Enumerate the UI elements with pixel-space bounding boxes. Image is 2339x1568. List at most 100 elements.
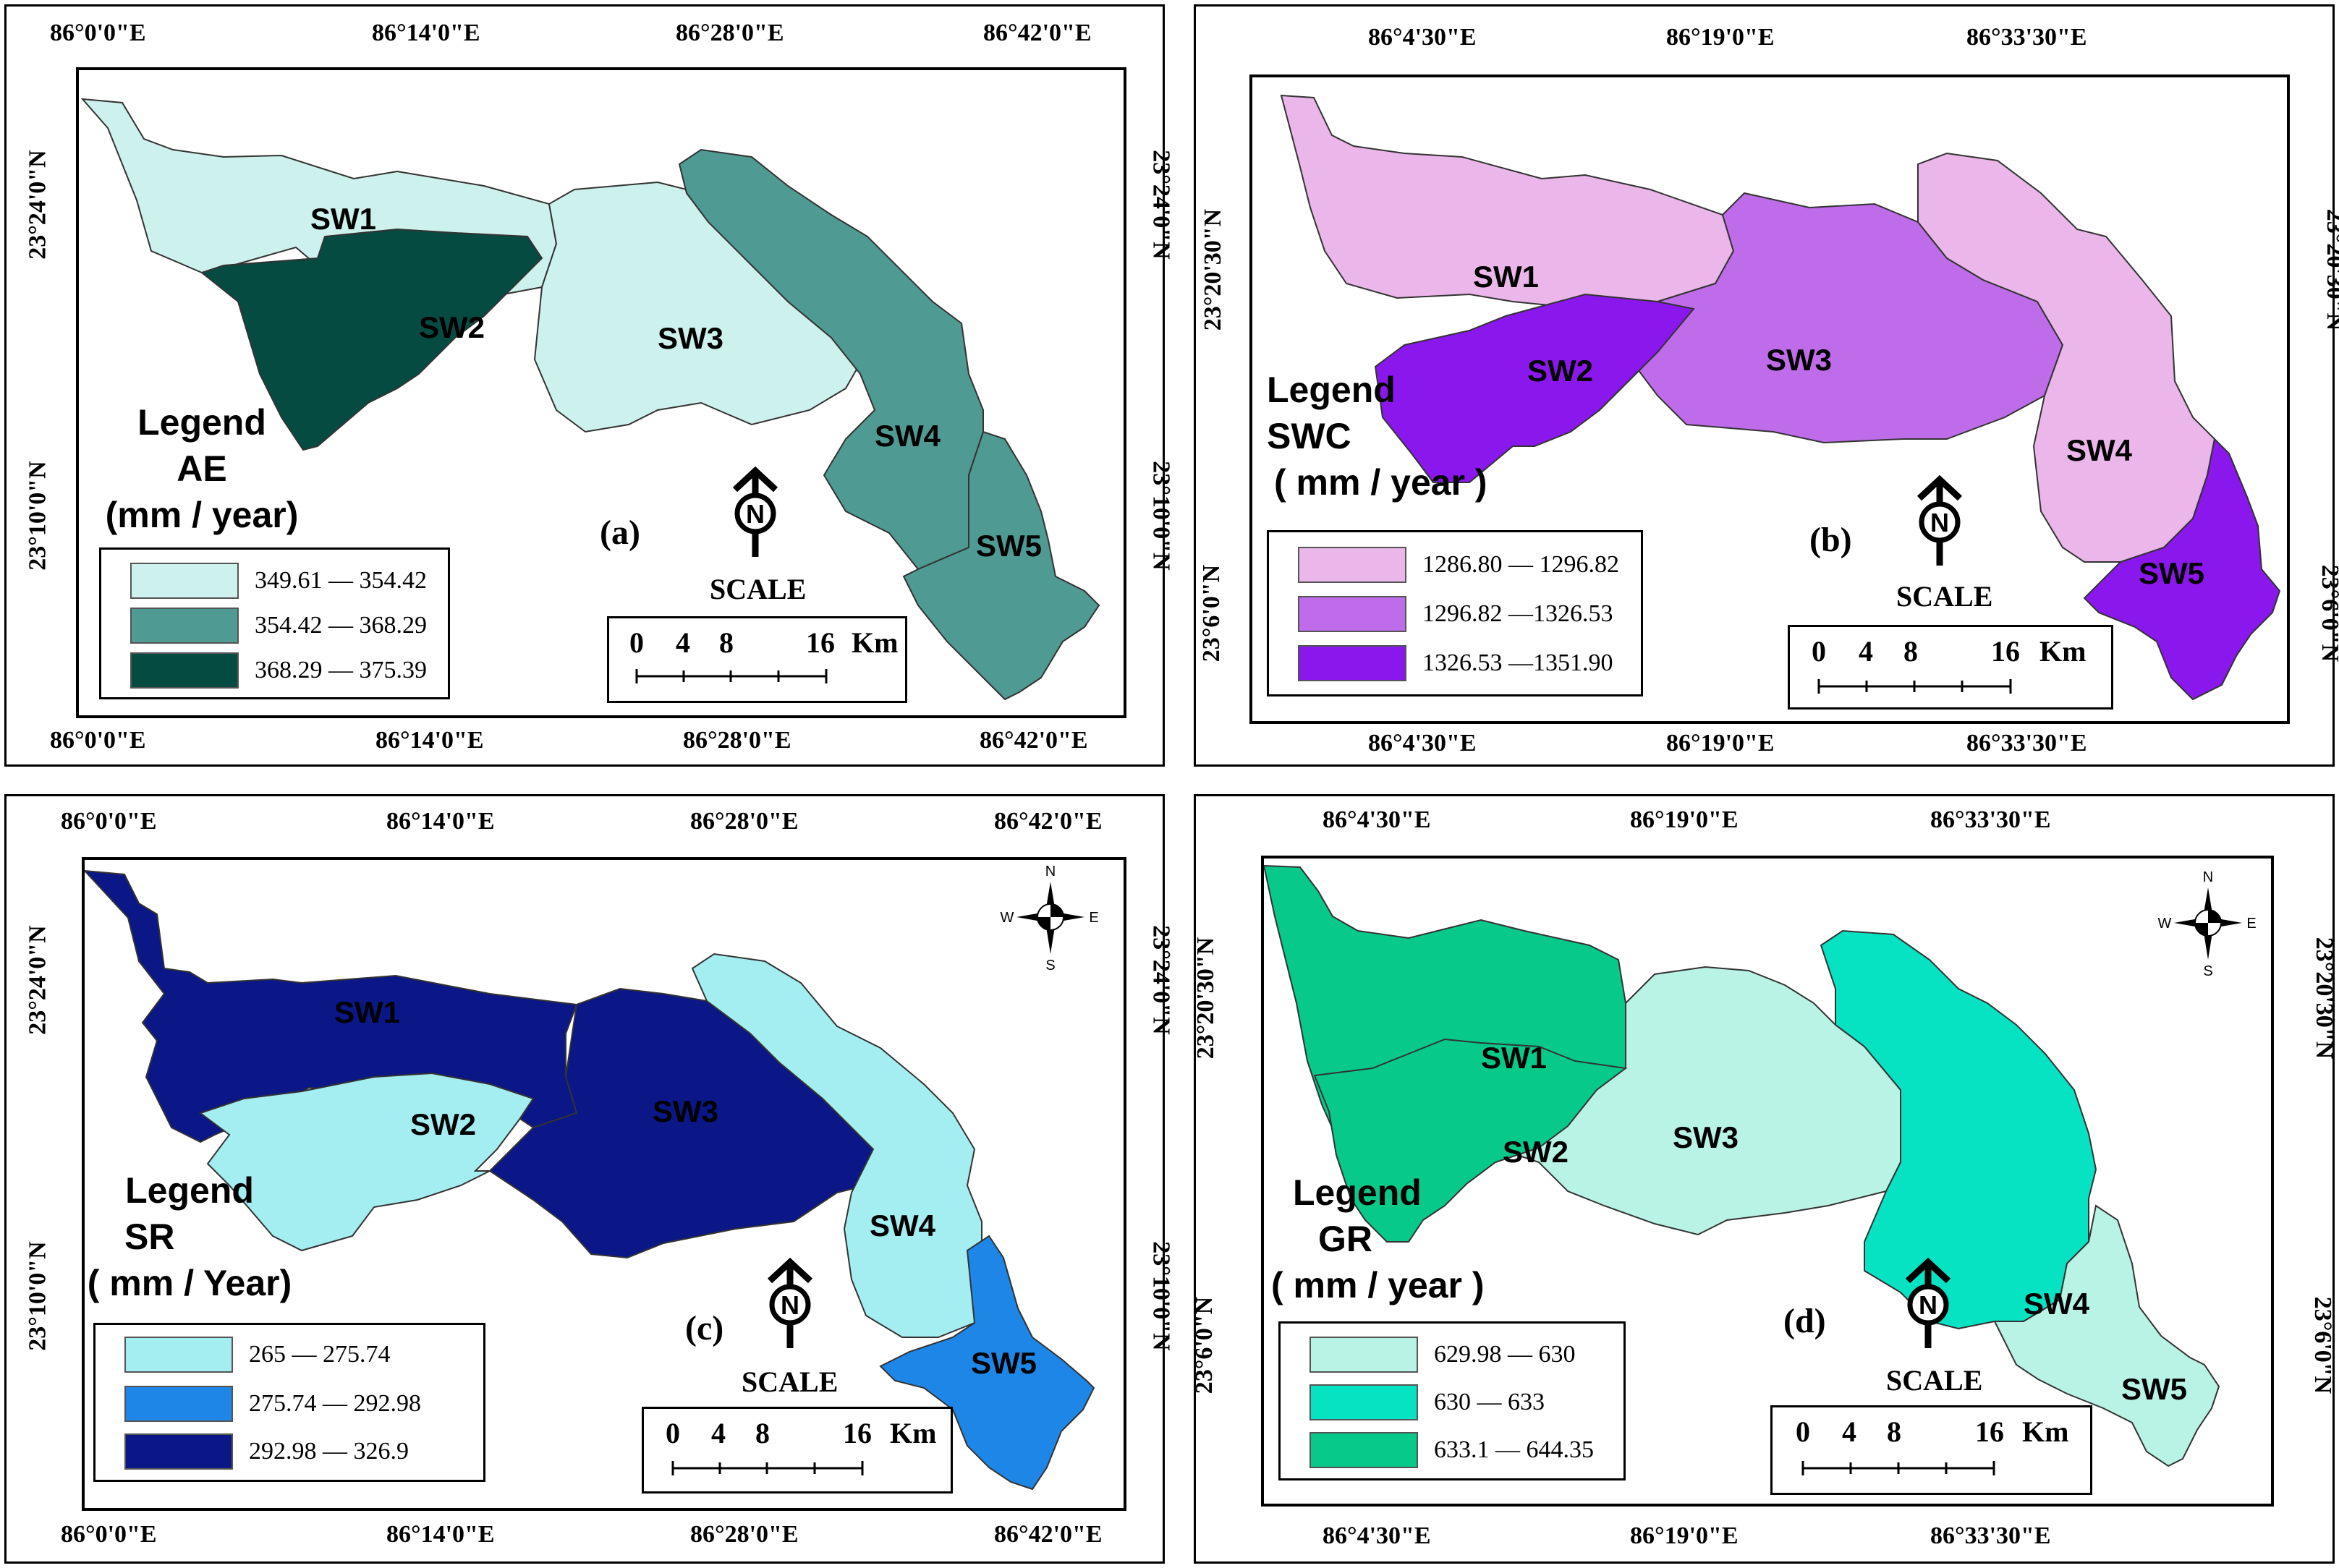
sw2-polygon [1374,293,1695,483]
bottom-tick-1: 86°4'30"E [1323,1522,1431,1549]
panel-label: (d) [1783,1302,1826,1340]
scale-title: SCALE [742,1365,839,1398]
left-tick-1: 23°24'0"N [24,150,51,260]
top-tick-1: 86°0'0"E [61,808,157,835]
bottom-tick-3: 86°33'30"E [1930,1522,2051,1549]
legend-title-line-1: Legend [137,402,266,443]
legend-title-line-1: Legend [1293,1172,1422,1213]
scale-label-16: 16 [1991,635,2020,668]
top-tick-2: 86°19'0"E [1630,806,1739,833]
sw2-polygon [200,228,543,451]
legend-title-line-2: SWC [1267,416,1351,456]
scale-label-unit: Km [852,626,899,659]
watershed-map: SW1 SW2 SW3 SW4 SW5 [85,869,1095,1491]
scale-label-4: 4 [1859,635,1873,668]
north-arrow-icon: N [1905,1258,1951,1348]
legend-label: 292.98 — 326.9 [249,1438,409,1465]
legend-title-line-2: GR [1318,1219,1372,1259]
sw2-label: SW2 [419,310,485,344]
legend-title-line-1: Legend [1267,370,1396,410]
legend-item: 629.98 — 630 [1309,1337,1576,1373]
sw5-label: SW5 [971,1346,1037,1380]
sw5-polygon [902,430,1100,701]
scale-line [635,669,828,683]
map-frame: SW1 SW2 SW3 SW4 SW5 N E S W Legend SR ( … [82,857,1126,1511]
north-label: N [781,1290,799,1320]
scale-title: SCALE [1896,580,1993,613]
sw1-label: SW1 [1473,260,1539,294]
scale-label-0: 0 [1796,1415,1810,1448]
legend-swatch [1298,596,1406,632]
top-tick-4: 86°42'0"E [983,20,1092,46]
sw1-label: SW1 [334,995,400,1029]
right-tick-2: 23°10'0"N [1147,1241,1175,1351]
sw4-label: SW4 [870,1209,936,1243]
legend-label: 630 — 633 [1434,1389,1545,1415]
scale-bar: 0 4 8 16 Km [642,1407,953,1494]
legend-swatch [1309,1337,1418,1373]
legend-title: Legend SR ( mm / Year) [85,1167,294,1306]
legend-item: 354.42 — 368.29 [130,608,427,644]
north-arrow-icon: N [1916,475,1963,566]
sw3-label: SW3 [1766,343,1832,377]
scale-label-16: 16 [806,626,835,659]
legend-label: 349.61 — 354.42 [255,567,427,594]
scale-label-8: 8 [719,626,734,659]
compass-e: E [1089,910,1098,926]
legend-label: 368.29 — 375.39 [255,657,427,683]
left-tick-1: 23°20'30"N [1192,937,1220,1060]
legend-box: 629.98 — 630 630 — 633 633.1 — 644.35 [1278,1321,1626,1480]
legend-item: 368.29 — 375.39 [130,652,427,689]
right-tick-1: 23°20'30"N [2322,208,2339,331]
north-arrow-icon: N [767,1258,813,1348]
map-frame: SW1 SW2 SW3 SW4 SW5 Legend AE (mm / year… [76,67,1126,718]
panel-d: 86°4'30"E 86°19'0"E 86°33'30"E 86°4'30"E… [1191,794,2338,1564]
legend-item: 1296.82 —1326.53 [1298,596,1613,632]
bottom-tick-2: 86°19'0"E [1630,1522,1739,1549]
scale-title: SCALE [710,573,807,605]
compass-s: S [1045,958,1055,973]
legend-item: 1326.53 —1351.90 [1298,645,1613,681]
bottom-tick-2: 86°14'0"E [386,1521,495,1548]
compass-rose-icon: N E S W [2158,869,2257,979]
map-frame: SW1 SW2 SW3 SW4 SW5 N E S W Legend GR ( … [1261,856,2274,1507]
top-tick-2: 86°14'0"E [372,20,480,46]
sw2-label: SW2 [1503,1135,1568,1169]
scale-label-4: 4 [711,1417,726,1449]
bottom-tick-3: 86°28'0"E [683,727,791,754]
sw1-label: SW1 [310,202,376,236]
legend-label: 275.74 — 292.98 [249,1390,421,1417]
scale-bar: 0 4 8 16 Km [607,616,907,703]
bottom-tick-1: 86°4'30"E [1368,730,1477,757]
sw5-label: SW5 [976,529,1042,563]
legend-title-line-3: ( mm / Year) [87,1263,292,1303]
scale-bar: 0 4 8 16 Km [1788,625,2113,710]
legend-swatch [130,652,239,689]
sw5-polygon [879,1235,1095,1491]
panel-a: 86°0'0"E 86°14'0"E 86°28'0"E 86°42'0"E 8… [4,4,1175,767]
legend-label: 265 — 275.74 [249,1341,391,1368]
watershed-map: SW1 SW2 SW3 SW4 SW5 [80,98,1100,701]
compass-w: W [1001,910,1014,926]
legend-label: 629.98 — 630 [1434,1341,1576,1368]
scale-label-4: 4 [1842,1415,1856,1448]
legend-title-line-3: ( mm / year ) [1271,1265,1485,1305]
legend-swatch [130,563,239,599]
bottom-tick-2: 86°14'0"E [375,727,484,754]
legend-title-line-3: ( mm / year ) [1274,462,1487,503]
scale-label-8: 8 [1903,635,1918,668]
scale-line [1817,679,2012,694]
bottom-tick-4: 86°42'0"E [980,727,1088,754]
legend-label: 633.1 — 644.35 [1434,1436,1594,1463]
legend-label: 1296.82 —1326.53 [1422,600,1613,627]
legend-title: Legend SWC ( mm / year ) [1252,367,1498,506]
bottom-tick-2: 86°19'0"E [1666,730,1775,757]
scale-label-16: 16 [843,1417,872,1449]
sw3-label: SW3 [653,1094,718,1128]
scale-label-unit: Km [2022,1415,2069,1448]
legend-item: 349.61 — 354.42 [130,563,427,599]
scale-label-8: 8 [755,1417,770,1449]
left-tick-1: 23°20'30"N [1200,208,1227,331]
top-tick-1: 86°4'30"E [1368,24,1477,51]
panel-b: 86°4'30"E 86°19'0"E 86°33'30"E 86°4'30"E… [1194,4,2339,767]
